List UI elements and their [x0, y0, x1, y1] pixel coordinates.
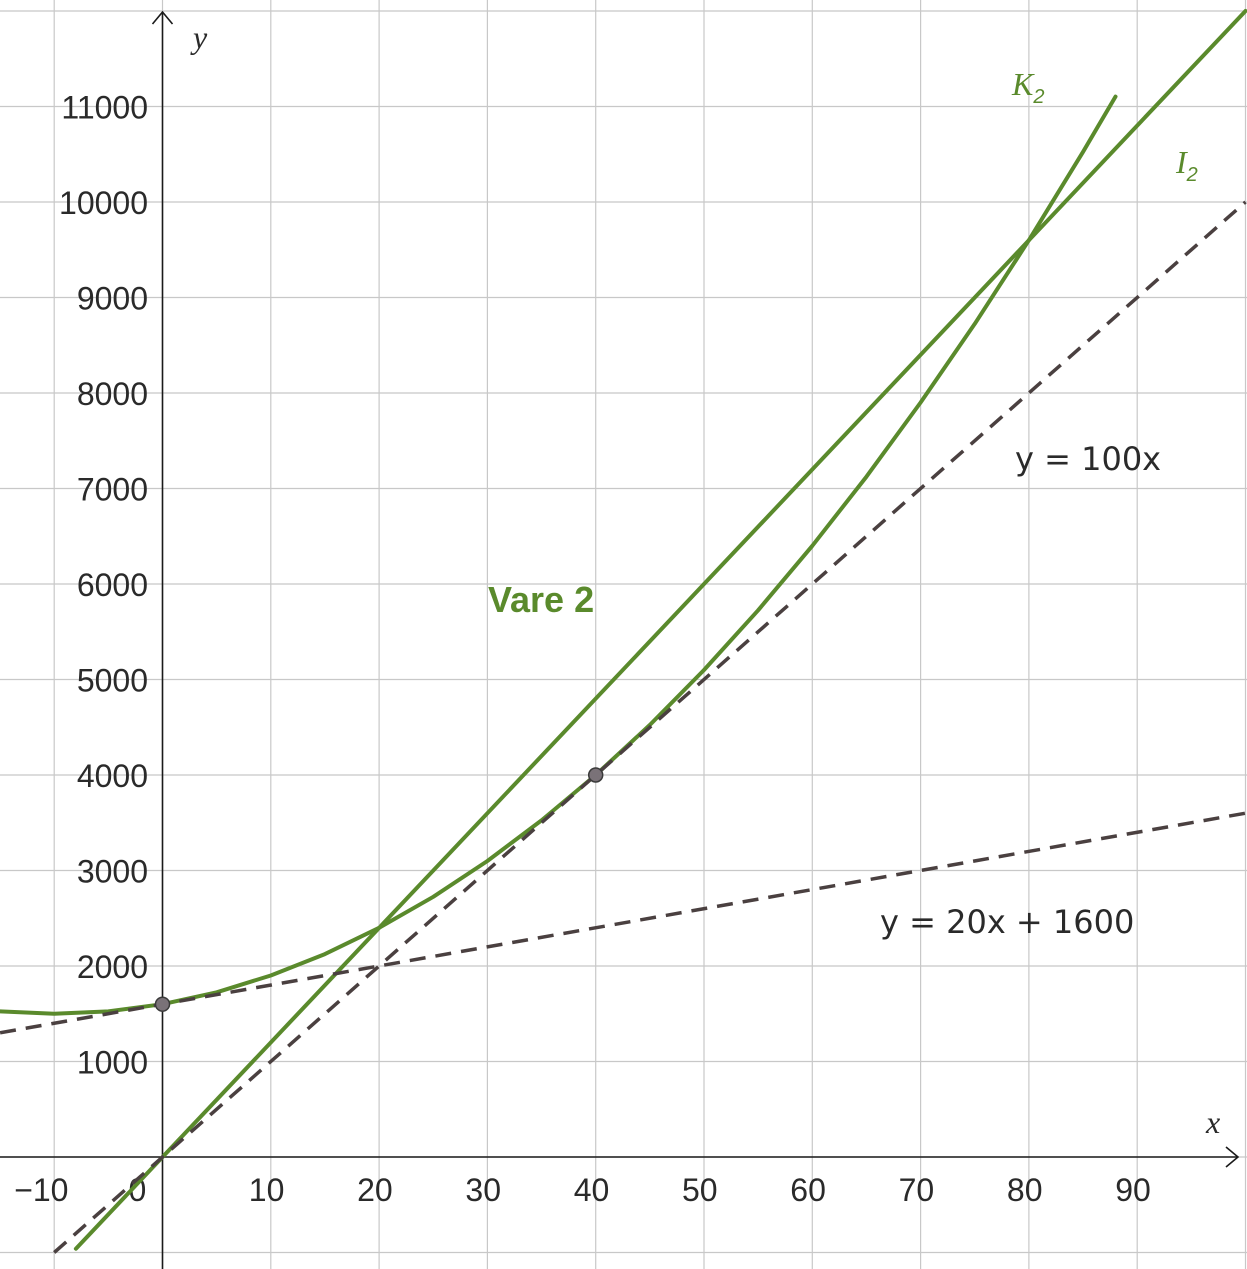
y-tick-label: 1000 — [77, 1045, 148, 1081]
annotations: Vare 2 K2 I2 y = 100x y = 20x + 1600 — [488, 66, 1198, 941]
series-line-y-100x — [53, 200, 1247, 1254]
x-tick-label: 70 — [899, 1172, 935, 1208]
y-axis-label: y — [190, 19, 208, 55]
y-tick-label: 6000 — [77, 567, 148, 603]
y-tick-label: 3000 — [77, 854, 148, 890]
x-axis-arrow — [1225, 1146, 1240, 1168]
y-tick-label: 8000 — [77, 376, 148, 412]
y-axis-arrow — [151, 10, 174, 25]
axes: x y — [0, 10, 1240, 1269]
x-tick-label: 80 — [1007, 1172, 1043, 1208]
x-tick-label: 30 — [465, 1172, 501, 1208]
series — [0, 9, 1247, 1254]
x-tick-label: 90 — [1115, 1172, 1151, 1208]
k2-label: K2 — [1011, 66, 1044, 108]
x-axis-label: x — [1205, 1104, 1220, 1140]
y-tick-label: 2000 — [77, 949, 148, 985]
data-point — [587, 767, 604, 783]
i2-label: I2 — [1175, 144, 1198, 186]
i2-label-sub: 2 — [1186, 164, 1198, 186]
y-tick-label: 9000 — [77, 281, 148, 317]
x-tick-label: −10 — [14, 1172, 68, 1208]
i2-label-main: I — [1175, 144, 1188, 180]
y-tick-label: 4000 — [77, 758, 148, 794]
x-tick-label: 40 — [574, 1172, 610, 1208]
k2-label-sub: 2 — [1032, 86, 1044, 108]
series-line-k2 — [0, 94, 1118, 1016]
x-tick-label: 50 — [682, 1172, 718, 1208]
y-tick-label: 11000 — [61, 90, 148, 126]
series-line-i2 — [73, 9, 1247, 1251]
x-tick-label: 20 — [357, 1172, 393, 1208]
y-tick-label: 7000 — [77, 472, 148, 508]
equation-label-20x-1600: y = 20x + 1600 — [880, 903, 1134, 941]
chart-title: Vare 2 — [488, 579, 594, 620]
k2-label-main: K — [1011, 66, 1035, 102]
series-line-y-20x-1600 — [0, 811, 1246, 1035]
x-tick-label: 60 — [790, 1172, 826, 1208]
y-tick-label: 10000 — [59, 185, 148, 221]
data-point — [154, 996, 171, 1012]
points — [154, 767, 604, 1012]
y-tick-label: 5000 — [77, 663, 148, 699]
tick-labels: −10 0 10 20 30 40 50 60 70 80 90100020003000400050… — [14, 90, 1151, 1209]
x-tick-label: 10 — [249, 1172, 285, 1208]
equation-label-100x: y = 100x — [1015, 440, 1161, 478]
